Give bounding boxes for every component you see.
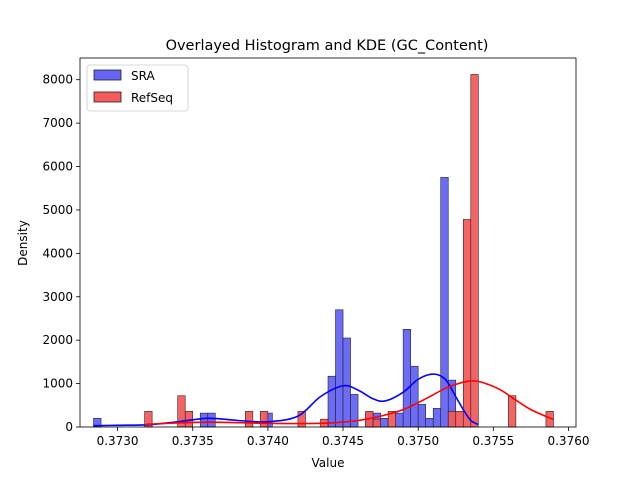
x-tick-label: 0.3760 [547, 434, 589, 448]
x-tick-label: 0.3755 [472, 434, 514, 448]
y-tick-label: 7000 [42, 116, 73, 130]
x-axis-label: Value [312, 456, 345, 470]
sra-bar [342, 337, 351, 428]
sra-bar [425, 418, 434, 428]
y-tick-label: 5000 [42, 203, 73, 217]
sra-bar [417, 404, 426, 428]
sra-bar [380, 418, 389, 428]
refseq-bar [470, 74, 479, 428]
x-tick-label: 0.3730 [97, 434, 139, 448]
y-tick-label: 4000 [42, 246, 73, 260]
y-tick-label: 3000 [42, 290, 73, 304]
x-tick-label: 0.3735 [172, 434, 214, 448]
legend-swatch-refseq [93, 91, 122, 103]
chart-title: Overlayed Histogram and KDE (GC_Content) [166, 38, 489, 54]
y-axis: 0 1000 2000 3000 4000 5000 6000 7000 8000 [42, 73, 80, 434]
sra-bar [199, 412, 209, 428]
refseq-bar [508, 395, 517, 428]
y-tick-label: 2000 [42, 333, 73, 347]
sra-bar [402, 329, 411, 428]
refseq-bar [462, 219, 472, 428]
sra-bar [350, 394, 359, 428]
legend: SRA RefSeq [86, 64, 189, 112]
legend-label-sra: SRA [131, 69, 155, 83]
sra-bar [410, 365, 419, 428]
y-tick-label: 0 [65, 420, 73, 434]
refseq-bar [447, 411, 457, 428]
refseq-bar [245, 411, 254, 428]
sra-bar [207, 412, 216, 428]
x-tick-label: 0.3750 [397, 434, 439, 448]
y-tick-label: 6000 [42, 160, 73, 174]
refseq-bar [372, 418, 381, 428]
plot-frame [79, 57, 577, 428]
sra-kde-line [93, 373, 479, 427]
sra-bar [327, 375, 336, 428]
legend-label-refseq: RefSeq [131, 91, 173, 105]
sra-bar [335, 309, 344, 428]
legend-swatch-sra [93, 69, 122, 81]
sra-bar [432, 408, 442, 428]
x-tick-label: 0.3745 [322, 434, 364, 448]
refseq-bar [260, 411, 269, 428]
x-tick-label: 0.3740 [247, 434, 289, 448]
y-tick-label: 8000 [42, 73, 73, 87]
y-axis-label: Density [16, 220, 30, 266]
sra-bar [395, 412, 404, 428]
y-tick-label: 1000 [42, 377, 73, 391]
refseq-kde-line [144, 380, 554, 426]
refseq-bar [455, 411, 464, 428]
x-axis: 0.3730 0.3735 0.3740 0.3745 0.3750 0.3755 0.37… [97, 427, 589, 448]
